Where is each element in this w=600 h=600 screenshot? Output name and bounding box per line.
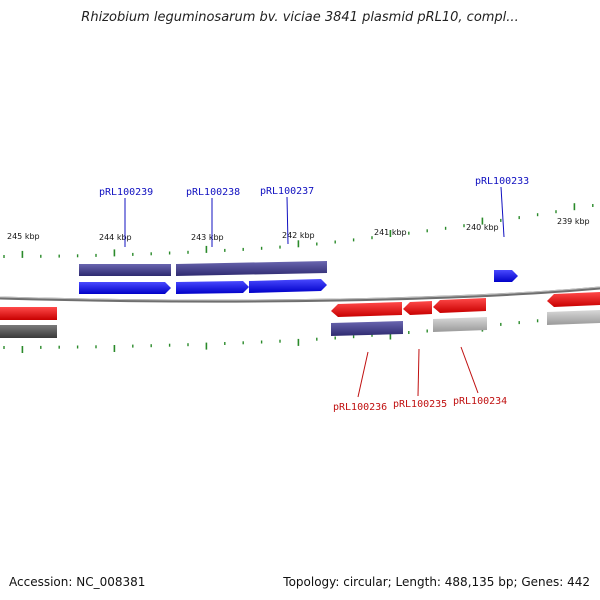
kbp-label: 245 kbp: [7, 232, 40, 241]
forward-gene-label[interactable]: pRL100239: [99, 187, 153, 198]
reverse-gene-label[interactable]: pRL100235: [393, 399, 447, 410]
reverse-gene-feature[interactable]: [0, 325, 57, 338]
forward-gene-feature[interactable]: [79, 264, 171, 276]
forward-gene-label[interactable]: pRL100237: [260, 186, 314, 197]
reverse-cds-arrow[interactable]: [403, 301, 432, 315]
reverse-cds-arrow[interactable]: [433, 298, 486, 313]
forward-gene-feature[interactable]: [176, 261, 327, 276]
forward-gene-label[interactable]: pRL100238: [186, 187, 240, 198]
reverse-gene-feature[interactable]: [433, 317, 487, 332]
reverse-gene-feature[interactable]: [547, 310, 600, 325]
forward-cds-arrow[interactable]: [249, 279, 327, 293]
reverse-gene-label[interactable]: pRL100234: [453, 396, 507, 407]
kbp-label: 241 kbp: [374, 228, 407, 237]
genome-backbone: [0, 286, 600, 303]
accession-text: Accession: NC_008381: [9, 575, 146, 589]
reverse-cds-arrow[interactable]: [331, 302, 402, 317]
kbp-label: 244 kbp: [99, 233, 132, 242]
kbp-label: 240 kbp: [466, 223, 499, 232]
reverse-cds-arrow[interactable]: [547, 292, 600, 307]
reverse-label-leader: [460, 346, 479, 394]
kbp-label: 243 kbp: [191, 233, 224, 242]
forward-cds-arrow[interactable]: [494, 270, 518, 282]
forward-cds-arrow[interactable]: [176, 281, 249, 294]
reverse-label-leader: [417, 348, 420, 397]
kbp-label: 239 kbp: [557, 217, 590, 226]
map-title: Rhizobium leguminosarum bv. viciae 3841 …: [81, 10, 519, 25]
outer-tick-marks: [3, 203, 594, 258]
forward-cds-arrow[interactable]: [79, 282, 171, 294]
inner-tick-marks: [3, 313, 594, 353]
reverse-gene-feature[interactable]: [331, 321, 403, 336]
reverse-label-leader: [357, 351, 369, 398]
kbp-label: 242 kbp: [282, 231, 315, 240]
forward-label-leader: [286, 196, 289, 245]
reverse-cds-arrow[interactable]: [0, 307, 57, 320]
forward-label-leader: [500, 186, 505, 238]
topology-summary: Topology: circular; Length: 488,135 bp; …: [283, 575, 590, 589]
forward-gene-label[interactable]: pRL100233: [475, 176, 529, 187]
reverse-gene-label[interactable]: pRL100236: [333, 402, 387, 413]
genome-backbone-highlight: [0, 286, 600, 301]
